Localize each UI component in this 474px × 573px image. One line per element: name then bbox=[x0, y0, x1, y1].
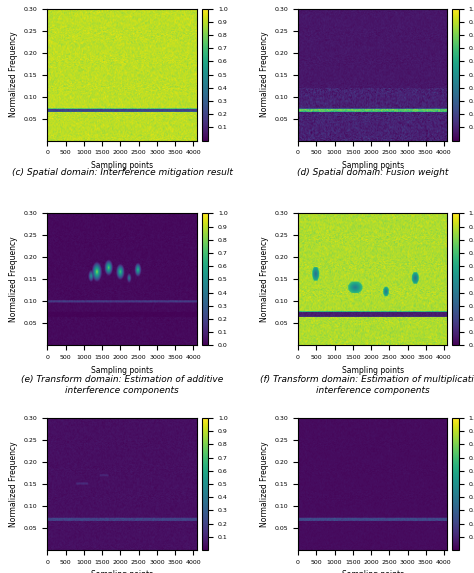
X-axis label: Sampling points: Sampling points bbox=[91, 161, 153, 170]
Title: (f) Transform domain: Estimation of multiplicative
interference components: (f) Transform domain: Estimation of mult… bbox=[261, 375, 474, 395]
Y-axis label: Normalized Frequency: Normalized Frequency bbox=[260, 441, 269, 527]
X-axis label: Sampling points: Sampling points bbox=[342, 570, 404, 573]
Title: (e) Transform domain: Estimation of additive
interference components: (e) Transform domain: Estimation of addi… bbox=[21, 375, 223, 395]
X-axis label: Sampling points: Sampling points bbox=[342, 161, 404, 170]
Y-axis label: Normalized Frequency: Normalized Frequency bbox=[9, 32, 18, 117]
X-axis label: Sampling points: Sampling points bbox=[91, 570, 153, 573]
X-axis label: Sampling points: Sampling points bbox=[91, 366, 153, 375]
Title: (c) Spatial domain: Interference mitigation result: (c) Spatial domain: Interference mitigat… bbox=[12, 168, 233, 177]
Y-axis label: Normalized Frequency: Normalized Frequency bbox=[9, 441, 18, 527]
Title: (d) Spatial domain: Fusion weight: (d) Spatial domain: Fusion weight bbox=[297, 168, 448, 177]
Y-axis label: Normalized Frequency: Normalized Frequency bbox=[260, 237, 269, 322]
Y-axis label: Normalized Frequency: Normalized Frequency bbox=[260, 32, 269, 117]
Y-axis label: Normalized Frequency: Normalized Frequency bbox=[9, 237, 18, 322]
X-axis label: Sampling points: Sampling points bbox=[342, 366, 404, 375]
